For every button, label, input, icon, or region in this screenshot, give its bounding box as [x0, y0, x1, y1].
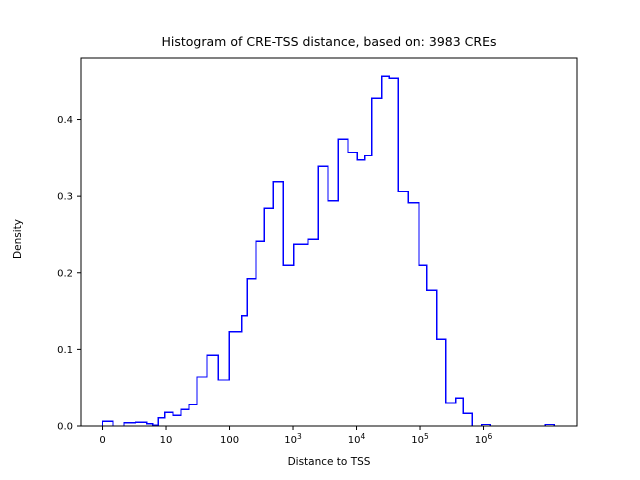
x-tick-label: 104	[348, 432, 366, 446]
y-tick-label: 0.1	[57, 345, 73, 356]
x-axis-label: Distance to TSS	[287, 456, 371, 468]
plot-frame	[80, 57, 578, 427]
x-tick-label: 103	[284, 432, 302, 446]
y-tick-label: 0.0	[57, 422, 73, 433]
y-tick-label: 0.3	[57, 192, 73, 203]
chart-title: Histogram of CRE-TSS distance, based on:…	[161, 34, 497, 49]
y-tick-label: 0.4	[57, 115, 73, 126]
histogram-step-curve	[101, 75, 555, 427]
y-axis-label: Density	[12, 219, 24, 259]
x-tick-label: 106	[475, 432, 493, 446]
x-tick-label: 0	[99, 435, 105, 446]
y-tick-label: 0.2	[57, 268, 73, 279]
x-tick-label: 10	[160, 435, 173, 446]
x-tick-label: 100	[220, 435, 239, 446]
x-tick-label: 105	[411, 432, 429, 446]
